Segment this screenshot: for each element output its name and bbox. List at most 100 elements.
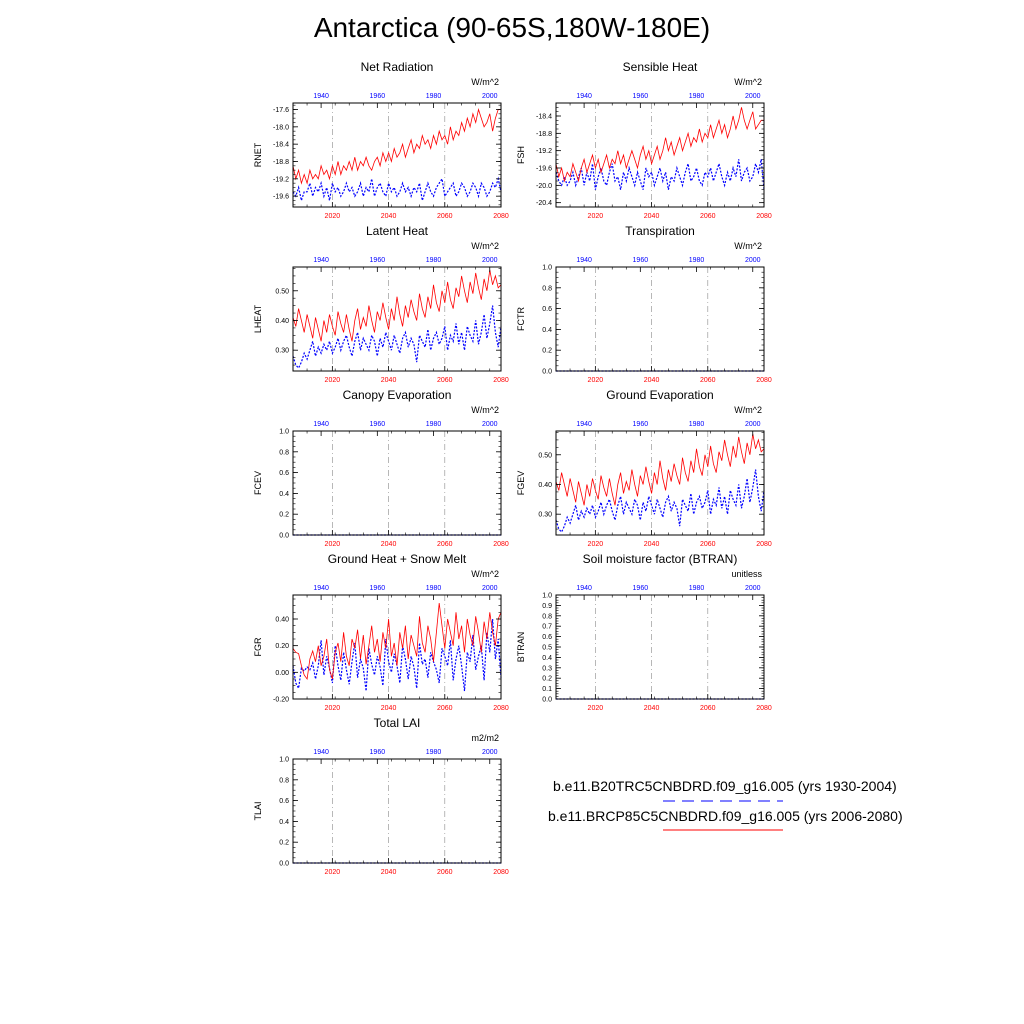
y-tick-label: -18.0 <box>273 124 289 131</box>
y-axis-label: FGR <box>253 637 263 656</box>
units-label: W/m^2 <box>734 241 762 251</box>
top-x-tick-label: 1960 <box>370 257 386 264</box>
top-x-tick-label: 2000 <box>745 93 761 100</box>
y-tick-label: 0.0 <box>279 861 289 868</box>
bottom-x-tick-label: 2040 <box>381 705 397 712</box>
y-axis-label: TLAI <box>253 801 263 820</box>
bottom-x-tick-label: 2080 <box>756 705 772 712</box>
bottom-x-tick-label: 2060 <box>437 705 453 712</box>
top-x-tick-label: 1980 <box>689 421 705 428</box>
top-x-tick-label: 1940 <box>313 421 329 428</box>
historical-series-line <box>555 469 765 534</box>
y-tick-label: 0.30 <box>538 512 552 519</box>
y-axis-label: LHEAT <box>253 304 263 333</box>
y-tick-label: 1.0 <box>279 429 289 436</box>
units-label: W/m^2 <box>471 569 499 579</box>
bottom-x-tick-label: 2040 <box>644 377 660 384</box>
top-x-tick-label: 2000 <box>745 585 761 592</box>
y-tick-label: 0.4 <box>542 655 552 662</box>
top-x-tick-label: 2000 <box>745 257 761 264</box>
top-x-tick-label: 1960 <box>633 257 649 264</box>
y-tick-label: 0.4 <box>279 819 289 826</box>
y-tick-label: 0.0 <box>542 697 552 704</box>
y-tick-label: 0.4 <box>279 491 289 498</box>
y-tick-label: 1.0 <box>542 265 552 272</box>
y-tick-label: 0.40 <box>275 318 289 325</box>
top-x-tick-label: 1940 <box>576 421 592 428</box>
y-tick-label: 0.40 <box>538 482 552 489</box>
y-tick-label: 0.8 <box>279 777 289 784</box>
y-tick-label: -18.4 <box>536 114 552 121</box>
units-label: W/m^2 <box>471 77 499 87</box>
legend-future-label: b.e11.BRCP85C5CNBDRD.f09_g16.005 (yrs 20… <box>548 808 903 824</box>
bottom-x-tick-label: 2060 <box>437 541 453 548</box>
bottom-x-tick-label: 2040 <box>644 705 660 712</box>
y-tick-label: 0.7 <box>542 624 552 631</box>
top-x-tick-label: 2000 <box>482 421 498 428</box>
y-tick-label: -18.8 <box>273 159 289 166</box>
y-tick-label: 0.6 <box>279 798 289 805</box>
y-tick-label: -19.6 <box>273 194 289 201</box>
historical-series-line <box>292 176 502 203</box>
plot-frame <box>292 102 502 208</box>
y-tick-label: -17.6 <box>273 107 289 114</box>
y-tick-label: 0.9 <box>542 603 552 610</box>
top-x-tick-label: 1960 <box>633 585 649 592</box>
future-series-line <box>292 602 502 681</box>
units-label: unitless <box>731 569 762 579</box>
plot-frame <box>292 266 502 372</box>
bottom-x-tick-label: 2060 <box>700 213 716 220</box>
bottom-x-tick-label: 2020 <box>325 541 341 548</box>
panel-title: Canopy Evaporation <box>343 388 452 402</box>
future-series-line <box>555 107 764 183</box>
top-x-tick-label: 2000 <box>745 421 761 428</box>
units-label: W/m^2 <box>471 405 499 415</box>
bottom-x-tick-label: 2020 <box>588 213 604 220</box>
historical-series-line <box>292 618 502 692</box>
bottom-x-tick-label: 2040 <box>381 213 397 220</box>
units-label: W/m^2 <box>734 405 762 415</box>
bottom-x-tick-label: 2020 <box>325 705 341 712</box>
y-tick-label: 0.3 <box>542 665 552 672</box>
y-tick-label: 0.50 <box>538 452 552 459</box>
bottom-x-tick-label: 2060 <box>700 541 716 548</box>
y-tick-label: -20.0 <box>536 183 552 190</box>
y-axis-label: FGEV <box>516 471 526 496</box>
bottom-x-tick-label: 2020 <box>325 869 341 876</box>
y-axis-label: RNET <box>253 142 263 167</box>
top-x-tick-label: 2000 <box>482 257 498 264</box>
y-axis-label: FCEV <box>253 471 263 495</box>
y-tick-label: 0.30 <box>275 348 289 355</box>
y-tick-label: -18.4 <box>273 142 289 149</box>
top-x-tick-label: 1940 <box>576 93 592 100</box>
bottom-x-tick-label: 2080 <box>493 213 509 220</box>
y-tick-label: 0.8 <box>542 613 552 620</box>
y-tick-label: 0.40 <box>275 617 289 624</box>
y-axis-label: BTRAN <box>516 632 526 663</box>
y-tick-label: 0.2 <box>279 512 289 519</box>
panel-title: Transpiration <box>625 224 695 238</box>
bottom-x-tick-label: 2080 <box>493 705 509 712</box>
panel-title: Ground Heat + Snow Melt <box>328 552 467 566</box>
top-x-tick-label: 2000 <box>482 585 498 592</box>
top-x-tick-label: 1960 <box>370 421 386 428</box>
bottom-x-tick-label: 2020 <box>588 377 604 384</box>
panel-title: Total LAI <box>374 716 421 730</box>
bottom-x-tick-label: 2020 <box>588 541 604 548</box>
units-label: m2/m2 <box>471 733 499 743</box>
top-x-tick-label: 1980 <box>426 421 442 428</box>
bottom-x-tick-label: 2080 <box>756 541 772 548</box>
plot-frame <box>292 594 502 700</box>
top-x-tick-label: 1940 <box>313 257 329 264</box>
y-tick-label: 0.6 <box>542 306 552 313</box>
y-tick-label: 1.0 <box>279 757 289 764</box>
bottom-x-tick-label: 2060 <box>700 705 716 712</box>
plot-frame <box>555 594 765 700</box>
bottom-x-tick-label: 2080 <box>493 541 509 548</box>
bottom-x-tick-label: 2040 <box>644 541 660 548</box>
y-tick-label: 0.50 <box>275 288 289 295</box>
top-x-tick-label: 1980 <box>426 93 442 100</box>
y-tick-label: 0.2 <box>542 348 552 355</box>
bottom-x-tick-label: 2060 <box>437 377 453 384</box>
